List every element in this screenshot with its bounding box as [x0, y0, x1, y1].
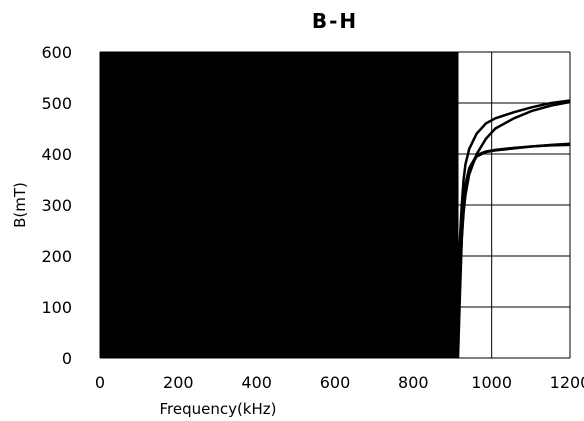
series-line-0	[456, 99, 571, 277]
x-tick-label-0: 0	[95, 373, 105, 392]
x-tick-label-6: 1200	[550, 373, 584, 392]
series-line-3	[456, 100, 571, 328]
chart-title: B-H	[312, 9, 358, 33]
y-axis-label: B(mT)	[11, 182, 29, 228]
y-tick-label-0: 0	[62, 349, 72, 368]
x-tick-label-3: 600	[320, 373, 351, 392]
x-tick-labels: 0 200 400 600 800 1000 1200	[95, 373, 584, 392]
y-tick-label-4: 400	[41, 145, 72, 164]
y-tick-label-3: 300	[41, 196, 72, 215]
x-axis-label: Frequency(kHz)	[159, 400, 276, 418]
x-tick-label-2: 400	[241, 373, 272, 392]
x-tick-label-5: 1000	[471, 373, 512, 392]
y-tick-labels: 0 100 200 300 400 500 600	[41, 43, 72, 368]
x-tick-label-1: 200	[163, 373, 194, 392]
y-tick-label-6: 600	[41, 43, 72, 62]
occluding-panel	[100, 52, 458, 358]
y-tick-label-1: 100	[41, 298, 72, 317]
x-tick-label-4: 800	[398, 373, 429, 392]
series-lines	[456, 99, 571, 359]
y-tick-label-2: 200	[41, 247, 72, 266]
y-tick-label-5: 500	[41, 94, 72, 113]
